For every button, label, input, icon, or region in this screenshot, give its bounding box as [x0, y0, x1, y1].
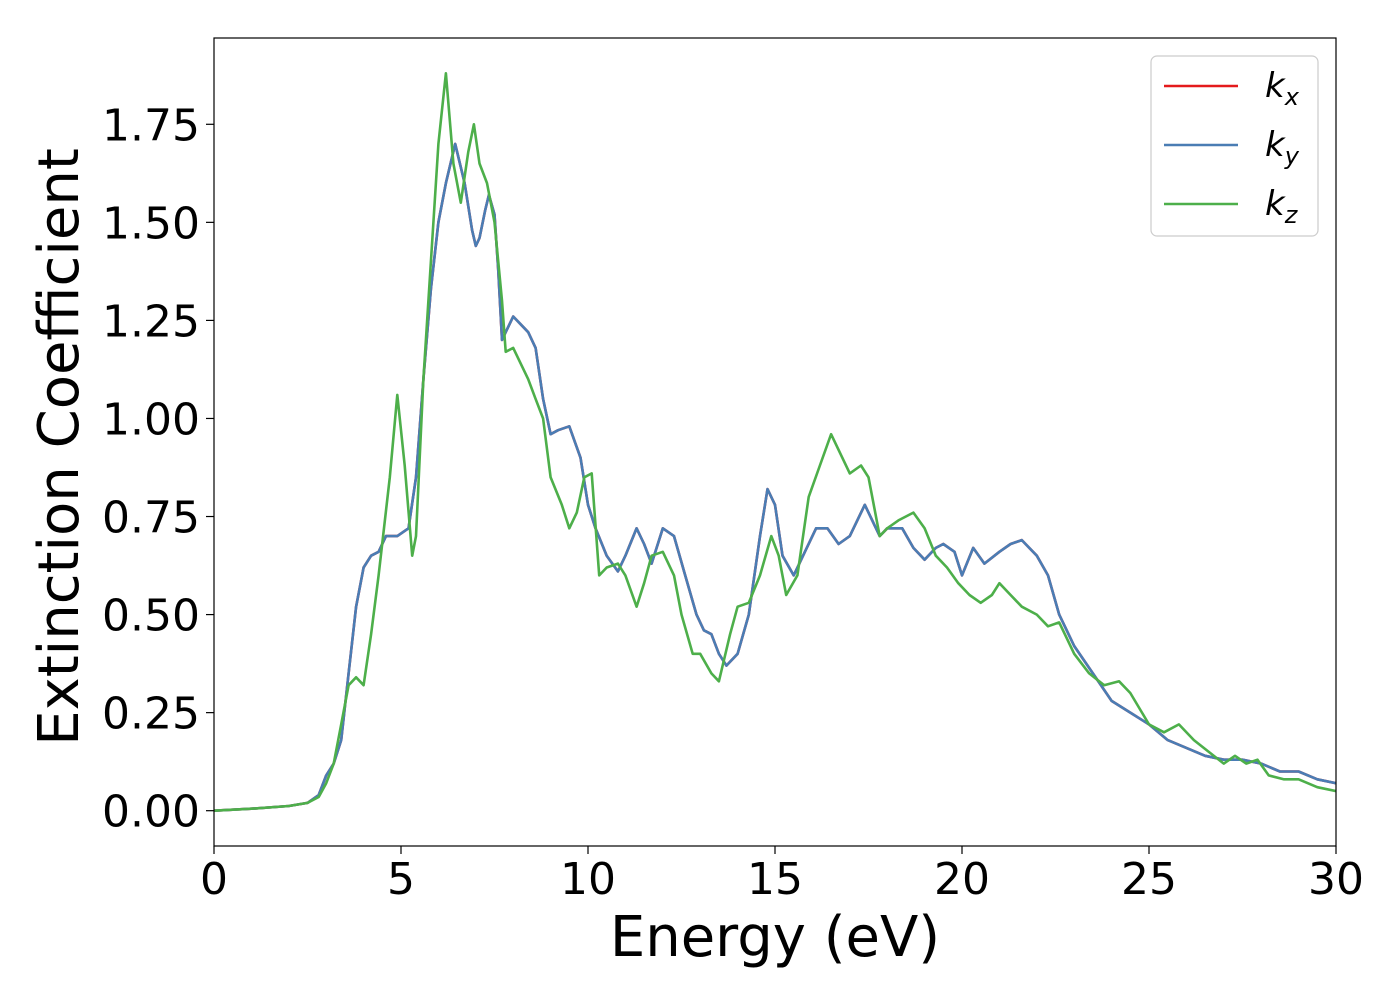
x-tick-label: 25	[1121, 854, 1177, 905]
x-tick-label: 0	[200, 854, 228, 905]
y-tick-label: 0.00	[102, 787, 200, 838]
legend-label-z: kz	[1265, 184, 1299, 229]
legend: kx ky kz	[1150, 55, 1319, 237]
y-tick-label: 1.00	[102, 394, 200, 445]
legend-label-y: ky	[1265, 125, 1300, 170]
y-tick-label: 0.75	[102, 493, 200, 544]
plot-frame	[213, 37, 1337, 847]
x-tick-label: 15	[747, 854, 803, 905]
y-axis-label: Extinction Coefficient	[27, 148, 92, 746]
y-tick-label: 0.25	[102, 689, 200, 740]
plot-area	[214, 72, 1336, 812]
x-axis-label: Energy (eV)	[610, 905, 940, 970]
x-tick-label: 20	[934, 854, 990, 905]
series-line-y	[214, 142, 1336, 812]
x-tick-label: 10	[560, 854, 616, 905]
series-line-z	[214, 72, 1336, 812]
y-tick-label: 0.50	[102, 591, 200, 642]
y-tick-label: 1.50	[102, 198, 200, 249]
series-line-x	[214, 142, 1336, 812]
y-axis-ticks: 0.00 0.25 0.50 0.75 1.00 1.25 1.50 1.75	[102, 100, 214, 838]
legend-label-x: kx	[1265, 66, 1300, 111]
y-tick-label: 1.75	[102, 100, 200, 151]
x-tick-label: 30	[1308, 854, 1364, 905]
x-tick-label: 5	[387, 854, 415, 905]
x-axis-ticks: 0 5 10 15 20 25 30	[200, 846, 1364, 905]
y-tick-label: 1.25	[102, 296, 200, 347]
